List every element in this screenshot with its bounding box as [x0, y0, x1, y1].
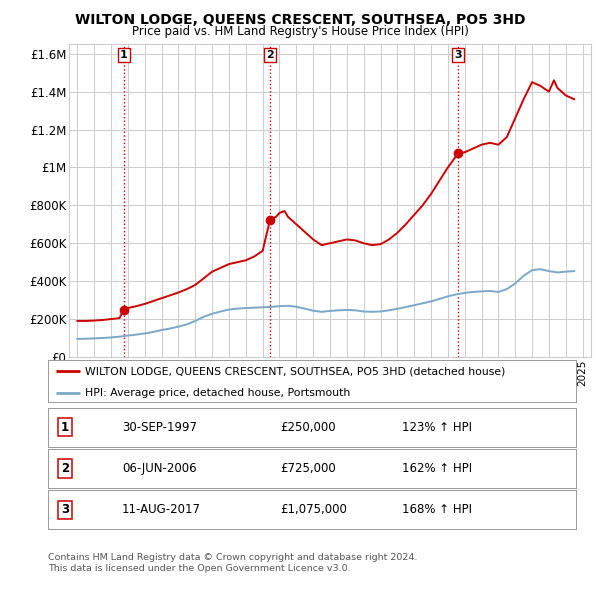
Text: 162% ↑ HPI: 162% ↑ HPI	[402, 462, 472, 475]
Text: £250,000: £250,000	[280, 421, 336, 434]
Text: WILTON LODGE, QUEENS CRESCENT, SOUTHSEA, PO5 3HD (detached house): WILTON LODGE, QUEENS CRESCENT, SOUTHSEA,…	[85, 366, 505, 376]
Text: 30-SEP-1997: 30-SEP-1997	[122, 421, 197, 434]
Text: 1: 1	[120, 50, 128, 60]
Text: 123% ↑ HPI: 123% ↑ HPI	[402, 421, 472, 434]
Text: 11-AUG-2017: 11-AUG-2017	[122, 503, 201, 516]
Text: 2: 2	[266, 50, 274, 60]
Text: 3: 3	[61, 503, 69, 516]
Text: 3: 3	[454, 50, 462, 60]
Text: £1,075,000: £1,075,000	[280, 503, 347, 516]
Text: 06-JUN-2006: 06-JUN-2006	[122, 462, 197, 475]
Text: 1: 1	[61, 421, 69, 434]
Text: Price paid vs. HM Land Registry's House Price Index (HPI): Price paid vs. HM Land Registry's House …	[131, 25, 469, 38]
Text: 168% ↑ HPI: 168% ↑ HPI	[402, 503, 472, 516]
Text: Contains HM Land Registry data © Crown copyright and database right 2024.
This d: Contains HM Land Registry data © Crown c…	[48, 553, 418, 573]
Text: 2: 2	[61, 462, 69, 475]
Text: £725,000: £725,000	[280, 462, 336, 475]
Text: HPI: Average price, detached house, Portsmouth: HPI: Average price, detached house, Port…	[85, 388, 350, 398]
Text: WILTON LODGE, QUEENS CRESCENT, SOUTHSEA, PO5 3HD: WILTON LODGE, QUEENS CRESCENT, SOUTHSEA,…	[75, 13, 525, 27]
